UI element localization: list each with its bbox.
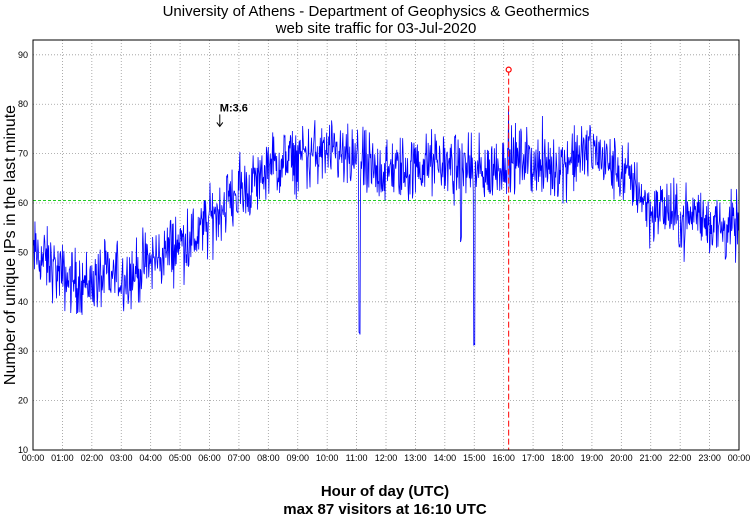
x-tick-label: 07:00: [228, 453, 251, 463]
y-tick-label: 30: [18, 346, 28, 356]
x-tick-label: 00:00: [728, 453, 750, 463]
x-tick-label: 21:00: [639, 453, 662, 463]
y-tick-label: 10: [18, 445, 28, 455]
grid-lines: [33, 40, 739, 451]
x-tick-label: 16:00: [492, 453, 515, 463]
y-tick-label: 90: [18, 50, 28, 60]
plot-frame: [32, 39, 740, 451]
x-tick-label: 06:00: [198, 453, 221, 463]
y-tick-label: 70: [18, 149, 28, 159]
annotation-marker: M:3.6: [216, 102, 248, 128]
x-tick-label: 13:00: [404, 453, 427, 463]
x-tick-label: 00:00: [22, 453, 45, 463]
annotation-arrow-head: [216, 122, 224, 128]
x-tick-label: 20:00: [610, 453, 633, 463]
y-tick-label: 40: [18, 297, 28, 307]
x-tick-label: 03:00: [110, 453, 133, 463]
x-tick-label: 23:00: [698, 453, 721, 463]
x-tick-label: 19:00: [581, 453, 604, 463]
x-tick-label: 18:00: [551, 453, 574, 463]
x-tick-label: 08:00: [257, 453, 280, 463]
x-tick-label: 02:00: [81, 453, 104, 463]
x-tick-label: 09:00: [286, 453, 309, 463]
y-axis-label: Number of unique IPs in the last minute: [2, 105, 19, 385]
x-tick-label: 11:00: [346, 453, 368, 463]
max-marker-dot: [505, 66, 512, 73]
chart-title: University of Athens - Department of Geo…: [163, 3, 590, 20]
x-tick-label: 17:00: [522, 453, 545, 463]
y-tick-label: 20: [18, 396, 28, 406]
annotation-label: M:3.6: [220, 102, 248, 114]
y-tick-labels: 10 20 30 40 50 60 70 80 90: [18, 50, 28, 455]
chart-subtitle: web site traffic for 03-Jul-2020: [275, 20, 477, 37]
x-tick-label: 14:00: [434, 453, 457, 463]
y-tick-label: 60: [18, 198, 28, 208]
x-tick-label: 22:00: [669, 453, 692, 463]
x-axis-label: Hour of day (UTC): [321, 483, 449, 500]
x-tick-labels: 00:00 01:00 02:00 03:00 04:00 05:00 06:00 07:00…: [22, 453, 750, 463]
x-tick-label: 01:00: [51, 453, 74, 463]
x-tick-label: 10:00: [316, 453, 339, 463]
x-tick-label: 15:00: [463, 453, 486, 463]
x-tick-label: 05:00: [169, 453, 192, 463]
x-tick-label: 04:00: [139, 453, 162, 463]
y-tick-label: 80: [18, 99, 28, 109]
traffic-series-line: [32, 109, 739, 346]
y-tick-label: 50: [18, 247, 28, 257]
max-visitors-caption: max 87 visitors at 16:10 UTC: [283, 501, 487, 515]
x-tick-label: 12:00: [375, 453, 398, 463]
